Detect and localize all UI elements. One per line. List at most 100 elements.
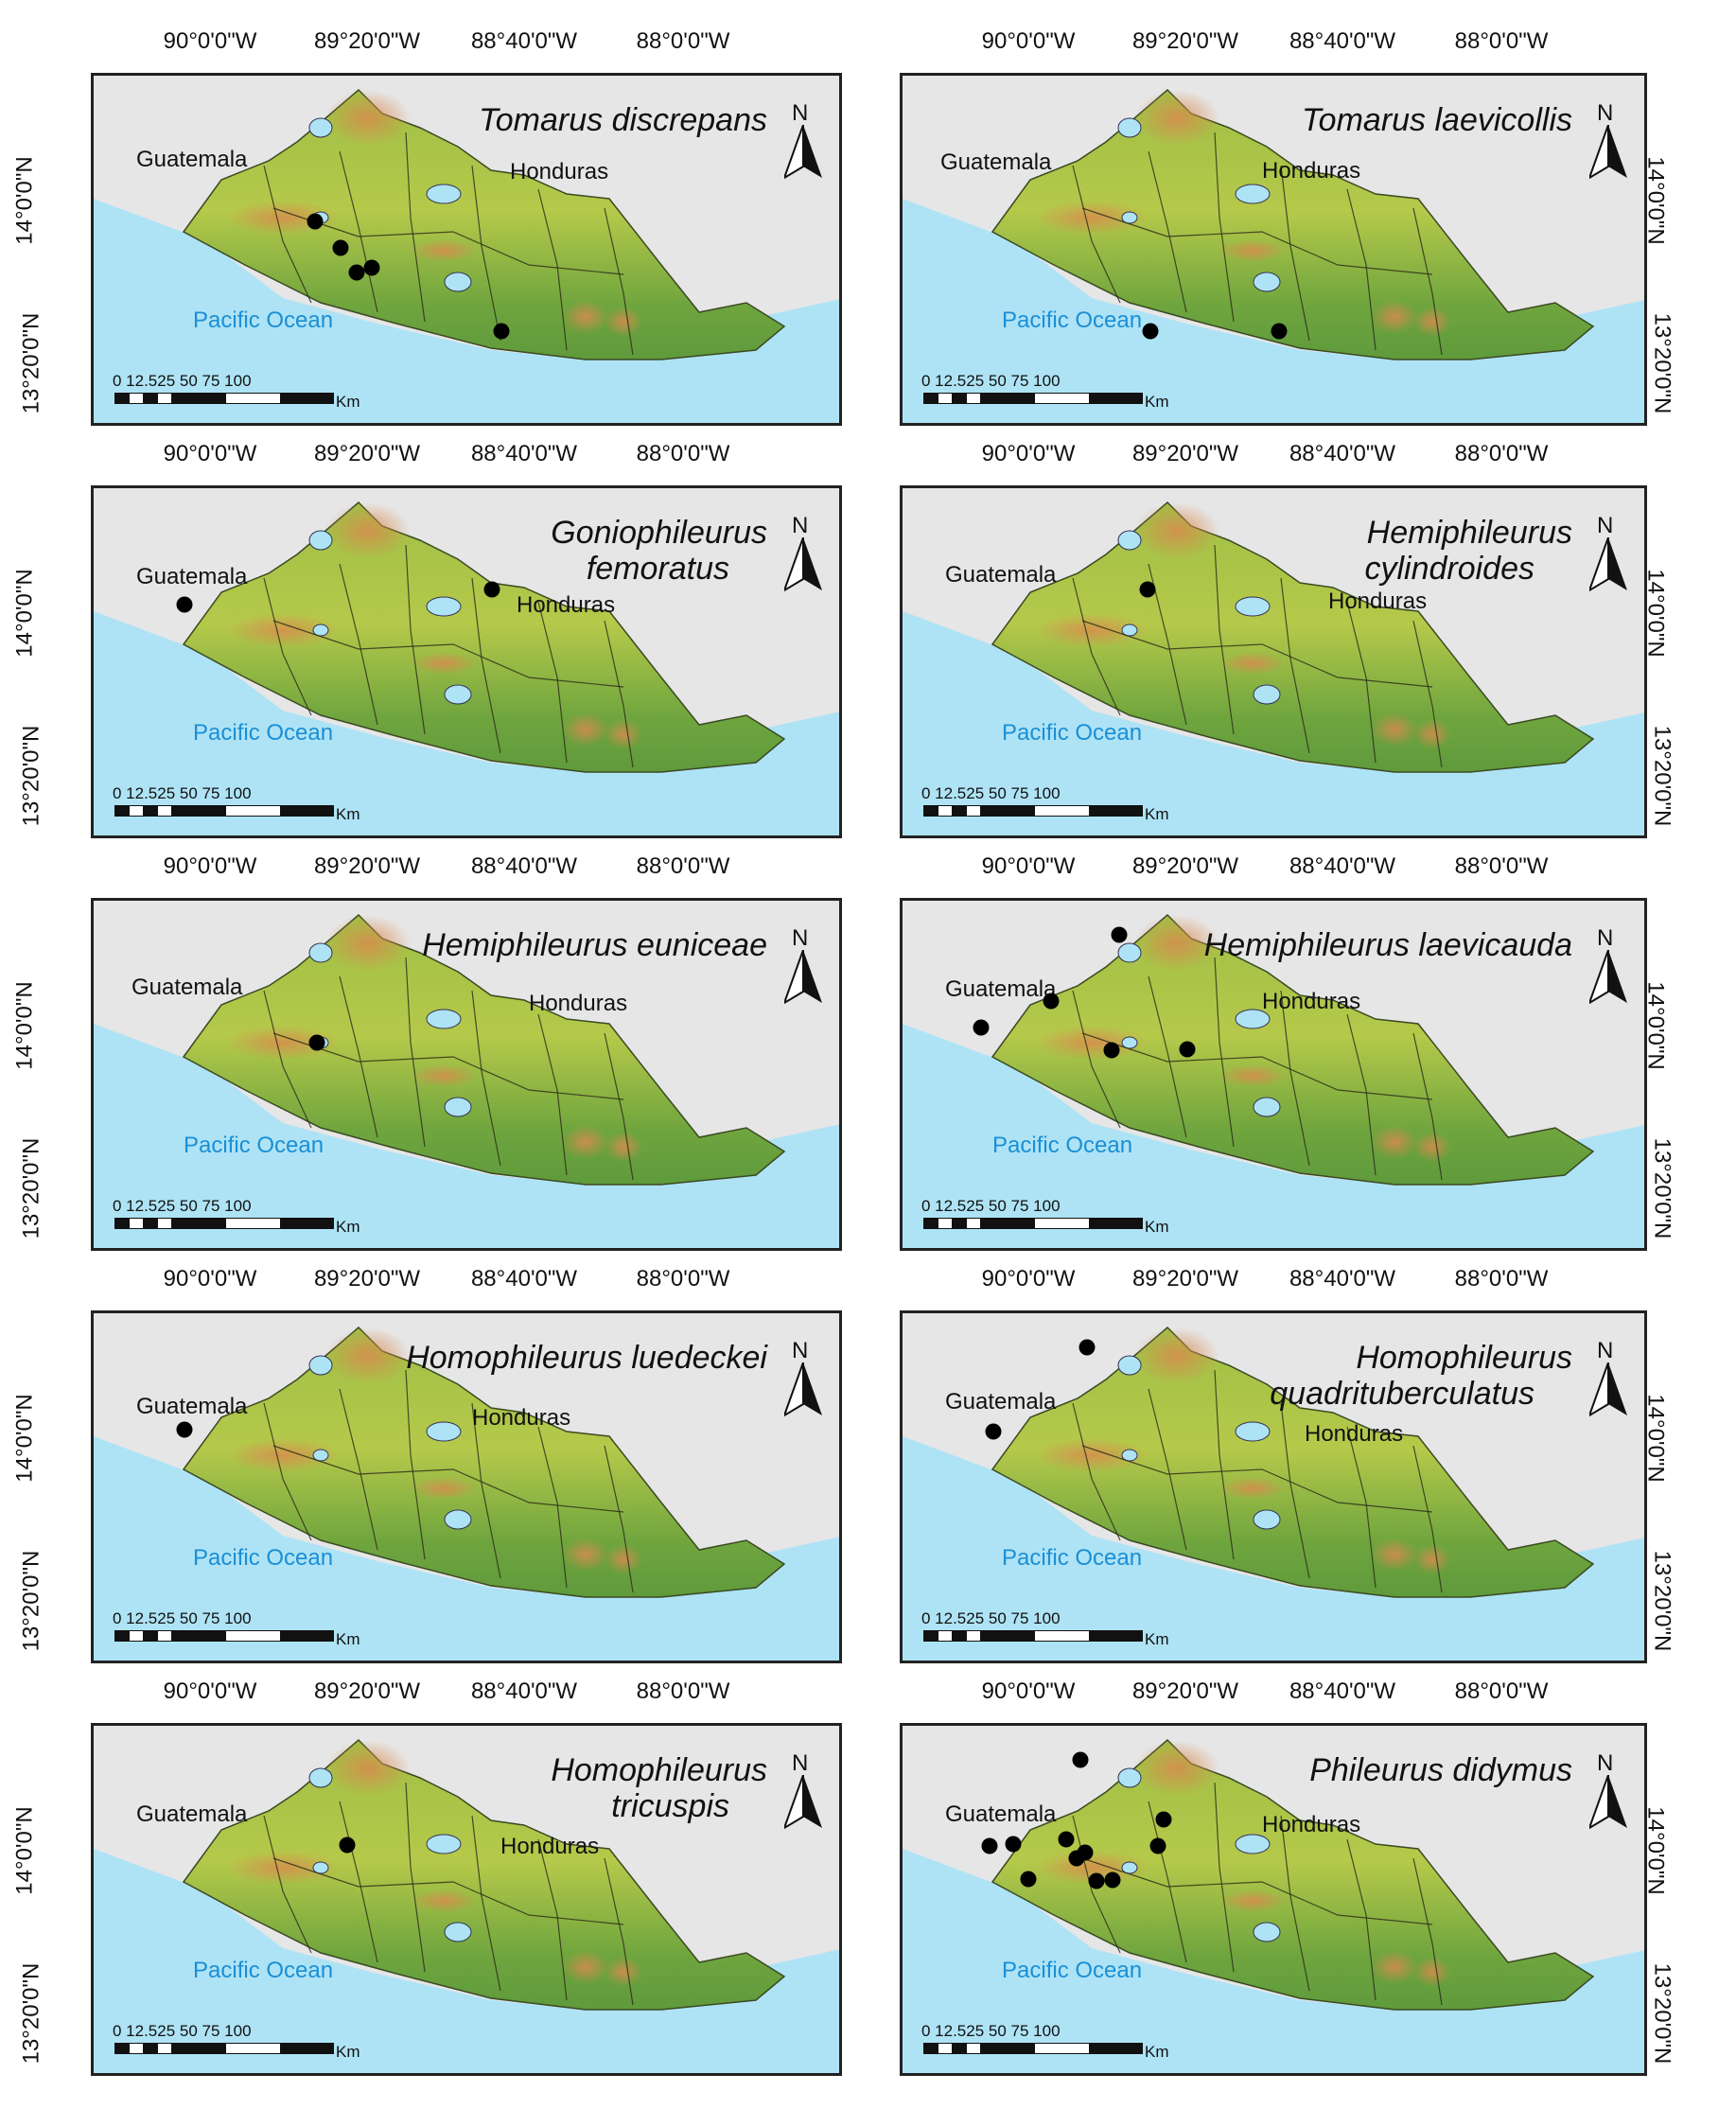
latitude-tick: 13°20'0"N (1649, 725, 1675, 827)
north-label: N (792, 925, 809, 951)
longitude-tick: 90°0'0"W (981, 441, 1076, 466)
north-label: N (1597, 100, 1614, 126)
north-label: N (792, 1750, 809, 1776)
north-label: N (1597, 1750, 1614, 1776)
latitude-tick: 13°20'0"N (18, 312, 44, 414)
longitude-tick: 88°40'0"W (470, 853, 578, 879)
country-label-honduras: Honduras (1262, 158, 1361, 184)
ocean-label: Pacific Ocean (193, 1545, 334, 1571)
north-arrow-icon: N (784, 100, 822, 180)
scale-unit: Km (336, 393, 360, 411)
scale-bar: 0 12.525 50 75 100 Km (921, 784, 1169, 823)
latitude-tick: 14°0'0"N (11, 981, 38, 1070)
occurrence-marker (493, 323, 510, 340)
scale-bar: 0 12.525 50 75 100 Km (113, 784, 360, 823)
occurrence-marker (1271, 323, 1288, 340)
scale-bar: 0 12.525 50 75 100 Km (113, 1609, 360, 1648)
scale-bar: 0 12.525 50 75 100 Km (921, 1609, 1169, 1648)
country-label-guatemala: Guatemala (136, 564, 248, 589)
occurrence-marker (1005, 1836, 1022, 1853)
map-panel: 90°0'0"W 89°20'0"W 88°40'0"W 88°0'0"W 14°0'0… (818, 853, 1675, 1266)
longitude-tick: 90°0'0"W (163, 441, 257, 466)
longitude-tick: 88°40'0"W (470, 28, 578, 54)
country-label-honduras: Honduras (1328, 589, 1428, 614)
country-label-guatemala: Guatemala (132, 975, 243, 1000)
species-name: Hemiphileurus cylindroides (1175, 515, 1572, 587)
species-name: Phileurus didymus (1309, 1752, 1572, 1788)
north-arrow-icon: N (784, 1338, 822, 1417)
scale-unit: Km (336, 805, 360, 823)
longitude-tick: 88°0'0"W (636, 441, 730, 466)
map-image (903, 1726, 1644, 2073)
latitude-tick: 13°20'0"N (1649, 1137, 1675, 1239)
scale-bar: 0 12.525 50 75 100 Km (921, 1197, 1169, 1236)
longitude-tick: 89°20'0"W (313, 28, 421, 54)
species-name: Hemiphileurus laevicauda (1203, 927, 1572, 963)
species-name-line: quadrituberculatus (1270, 1376, 1534, 1412)
map-panel: 90°0'0"W 89°20'0"W 88°40'0"W 88°0'0"W 14°0'0… (0, 1266, 842, 1678)
occurrence-marker (1104, 1872, 1121, 1889)
longitude-tick: 88°40'0"W (470, 441, 578, 466)
map-image (903, 488, 1644, 835)
longitude-tick: 88°40'0"W (1289, 1266, 1396, 1292)
ocean-label: Pacific Ocean (1002, 720, 1143, 746)
scale-unit: Km (336, 1630, 360, 1648)
scale-numbers: 0 12.525 50 75 100 (921, 2022, 1061, 2040)
map-image (94, 1313, 839, 1661)
north-arrow-icon: N (1589, 100, 1627, 180)
scale-numbers: 0 12.525 50 75 100 (921, 1609, 1061, 1627)
scale-unit: Km (1145, 805, 1169, 823)
north-label: N (1597, 513, 1614, 538)
scale-numbers: 0 12.525 50 75 100 (113, 784, 252, 802)
longitude-tick: 89°20'0"W (313, 1678, 421, 1704)
map-image (94, 901, 839, 1248)
species-name-line: Homophileurus (551, 1752, 767, 1788)
latitude-tick: 13°20'0"N (18, 725, 44, 827)
ocean-label: Pacific Ocean (992, 1133, 1133, 1158)
longitude-tick: 89°20'0"W (313, 1266, 421, 1292)
longitude-tick: 89°20'0"W (1131, 1678, 1239, 1704)
occurrence-marker (1149, 1837, 1166, 1854)
occurrence-marker (339, 1837, 356, 1854)
longitude-tick: 90°0'0"W (163, 853, 257, 879)
scale-unit: Km (1145, 393, 1169, 411)
scale-bar: 0 12.525 50 75 100 Km (113, 2022, 360, 2061)
map-frame: Hemiphileurus laevicauda Guatemala Hondura… (900, 898, 1647, 1251)
map-panel: 90°0'0"W 89°20'0"W 88°40'0"W 88°0'0"W 14°0'0… (818, 1678, 1675, 2091)
species-name: Goniophileurus femoratus (370, 515, 767, 587)
map-frame: Hemiphileurus cylindroides Guatemala Hondur… (900, 485, 1647, 838)
scale-numbers: 0 12.525 50 75 100 (113, 372, 252, 390)
longitude-tick: 88°0'0"W (636, 853, 730, 879)
latitude-tick: 14°0'0"N (11, 569, 38, 658)
occurrence-marker (332, 239, 349, 256)
occurrence-marker (1155, 1811, 1172, 1828)
map-frame: Tomarus laevicollis Guatemala Honduras Paci… (900, 73, 1647, 426)
occurrence-marker (1179, 1041, 1196, 1058)
latitude-tick: 13°20'0"N (1649, 1962, 1675, 2065)
country-label-guatemala: Guatemala (945, 1801, 1057, 1827)
country-label-honduras: Honduras (517, 592, 616, 618)
country-label-guatemala: Guatemala (945, 976, 1057, 1002)
map-panel: 90°0'0"W 89°20'0"W 88°40'0"W 88°0'0"W 14°0'0… (0, 853, 842, 1266)
latitude-tick: 14°0'0"N (11, 1394, 38, 1483)
latitude-tick: 14°0'0"N (11, 1806, 38, 1895)
country-label-honduras: Honduras (472, 1405, 571, 1431)
latitude-tick: 14°0'0"N (11, 156, 38, 245)
occurrence-marker (307, 213, 324, 230)
map-frame: Hemiphileurus euniceae Guatemala Honduras P… (91, 898, 842, 1251)
map-frame: Homophileurus luedeckei Guatemala Honduras… (91, 1310, 842, 1663)
scale-unit: Km (1145, 2043, 1169, 2061)
map-image (903, 901, 1644, 1248)
latitude-tick: 13°20'0"N (1649, 312, 1675, 414)
longitude-tick: 90°0'0"W (981, 1678, 1076, 1704)
longitude-tick: 89°20'0"W (1131, 1266, 1239, 1292)
occurrence-marker (1078, 1339, 1096, 1356)
scale-unit: Km (336, 1218, 360, 1236)
occurrence-marker (1043, 993, 1060, 1010)
longitude-tick: 88°40'0"W (470, 1678, 578, 1704)
longitude-tick: 88°0'0"W (1454, 28, 1549, 54)
species-name: Homophileurus tricuspis (370, 1752, 767, 1824)
ocean-label: Pacific Ocean (1002, 1545, 1143, 1571)
occurrence-marker (981, 1837, 998, 1854)
map-image (94, 76, 839, 423)
